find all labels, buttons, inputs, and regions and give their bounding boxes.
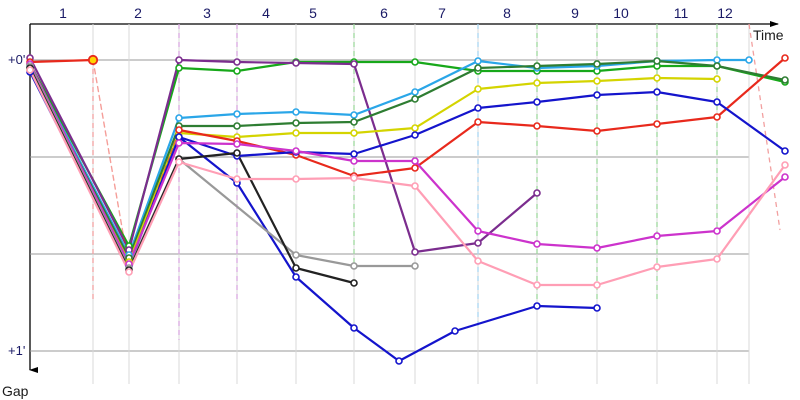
- svg-text:7: 7: [438, 5, 446, 21]
- svg-text:9: 9: [571, 5, 579, 21]
- svg-text:2: 2: [134, 5, 142, 21]
- svg-text:Time: Time: [753, 27, 784, 43]
- svg-text:8: 8: [503, 5, 511, 21]
- svg-text:11: 11: [674, 5, 689, 21]
- svg-text:+1': +1': [8, 343, 25, 358]
- svg-text:3: 3: [203, 5, 211, 21]
- svg-text:1: 1: [59, 5, 67, 21]
- svg-text:Gap: Gap: [2, 383, 29, 399]
- svg-text:6: 6: [380, 5, 388, 21]
- svg-text:5: 5: [309, 5, 317, 21]
- svg-text:10: 10: [613, 5, 629, 21]
- svg-text:+0': +0': [8, 52, 25, 67]
- svg-text:12: 12: [717, 5, 733, 21]
- svg-text:4: 4: [262, 5, 270, 21]
